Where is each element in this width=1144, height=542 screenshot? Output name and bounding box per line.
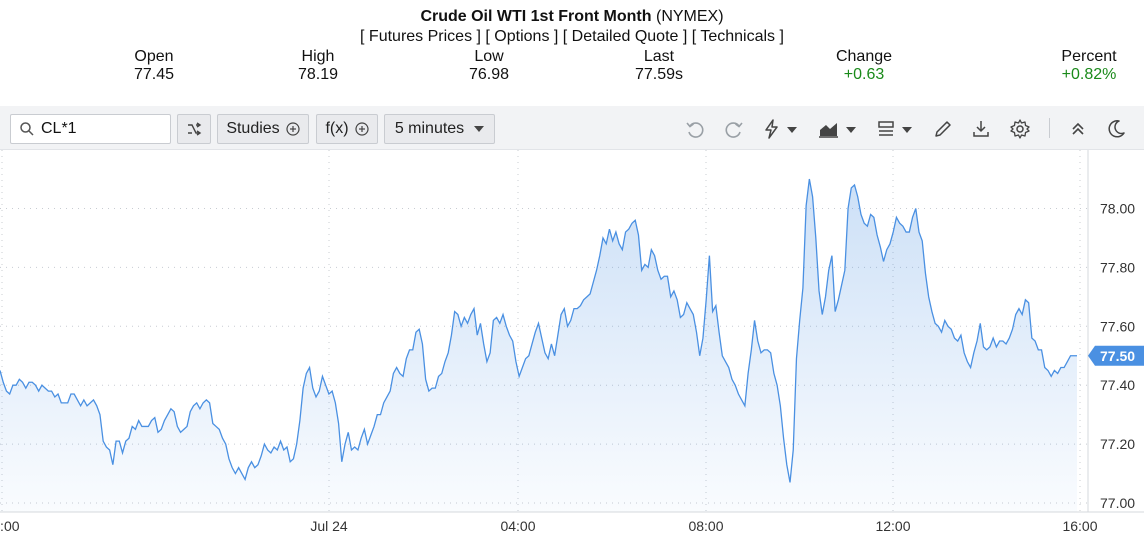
x-tick-label: 20:00: [0, 518, 20, 534]
y-tick-label: 77.20: [1100, 436, 1135, 452]
quote-stats: Open 77.45 High 78.19 Low 76.98 Last 77.…: [0, 48, 1144, 90]
instrument-name: Crude Oil WTI 1st Front Month: [420, 8, 652, 25]
current-price-label: 77.50: [1100, 348, 1135, 364]
y-tick-label: 77.80: [1100, 259, 1135, 275]
options-link[interactable]: [ Options ]: [485, 28, 559, 45]
double-chevron-up-icon: [1072, 122, 1084, 135]
stat-last: Last 77.59s: [624, 48, 694, 84]
redo-icon: [725, 122, 743, 138]
y-tick-label: 77.00: [1100, 495, 1135, 511]
compare-button[interactable]: [177, 114, 211, 144]
futures-prices-link[interactable]: [ Futures Prices ]: [360, 28, 481, 45]
pencil-icon: [935, 121, 951, 137]
plus-circle-icon: [354, 122, 369, 136]
exchange-name: (NYMEX): [655, 8, 724, 25]
x-tick-label: 16:00: [1062, 518, 1097, 534]
stat-label: Last: [643, 48, 675, 65]
technicals-link[interactable]: [ Technicals ]: [691, 28, 784, 45]
stat-change: Change +0.63: [826, 48, 902, 84]
quote-links: [ Futures Prices ] [ Options ] [ Detaile…: [0, 28, 1144, 46]
y-axis-labels: 77.00 77.20 77.40 77.60 77.80 78.00: [1100, 201, 1135, 512]
layout-icon: [878, 121, 912, 136]
events-menu[interactable]: [761, 117, 799, 141]
y-tick-label: 78.00: [1100, 201, 1135, 217]
stat-value: 77.59s: [634, 66, 684, 83]
detailed-quote-link[interactable]: [ Detailed Quote ]: [562, 28, 688, 45]
current-price-tag: 77.50: [1088, 345, 1144, 366]
toolbar-divider: [1049, 118, 1050, 138]
chart-toolbar: Studies f(x) 5 minutes: [0, 106, 1144, 150]
stat-value: 77.45: [133, 66, 175, 83]
stat-label: High: [301, 48, 335, 65]
stat-high: High 78.19: [288, 48, 348, 84]
interval-select[interactable]: 5 minutes: [384, 114, 495, 144]
undo-button[interactable]: [684, 117, 706, 141]
studies-label: Studies: [226, 120, 280, 137]
stat-percent: Percent +0.82%: [1050, 48, 1128, 84]
caret-down-icon: [474, 126, 485, 132]
moon-icon: [1108, 120, 1125, 138]
studies-button[interactable]: Studies: [217, 114, 309, 144]
stat-label: Low: [474, 48, 504, 65]
function-button[interactable]: f(x): [316, 114, 378, 144]
redo-button[interactable]: [723, 117, 745, 141]
stat-label: Open: [134, 48, 174, 65]
stat-label: Percent: [1061, 48, 1117, 65]
collapse-button[interactable]: [1067, 117, 1089, 141]
undo-icon: [686, 122, 704, 138]
stat-value: +0.82%: [1061, 66, 1117, 83]
function-label: f(x): [325, 120, 349, 137]
price-area: [0, 179, 1077, 513]
x-tick-label: 08:00: [688, 518, 723, 534]
shuffle-icon: [188, 122, 202, 136]
search-icon: [20, 122, 34, 136]
stat-value: 78.19: [297, 66, 339, 83]
price-tag-shape: [1088, 345, 1144, 366]
interval-label: 5 minutes: [394, 120, 465, 137]
settings-button[interactable]: [1009, 117, 1031, 141]
x-axis-labels: 20:00 Jul 24 04:00 08:00 12:00 16:00: [0, 518, 1098, 534]
y-tick-label: 77.60: [1100, 318, 1135, 334]
gear-icon: [1010, 119, 1030, 139]
symbol-search[interactable]: [10, 114, 171, 144]
x-tick-label: Jul 24: [310, 518, 348, 534]
stat-open: Open 77.45: [124, 48, 184, 84]
draw-button[interactable]: [932, 117, 954, 141]
stat-value: 76.98: [468, 66, 510, 83]
page-title: Crude Oil WTI 1st Front Month (NYMEX): [0, 8, 1144, 26]
area-chart-icon: [819, 123, 856, 138]
download-button[interactable]: [970, 117, 992, 141]
layout-menu[interactable]: [876, 117, 916, 141]
x-tick-label: 12:00: [875, 518, 910, 534]
y-tick-label: 77.40: [1100, 377, 1135, 393]
chart-type-menu[interactable]: [818, 117, 858, 141]
stat-low: Low 76.98: [459, 48, 519, 84]
x-tick-label: 04:00: [500, 518, 535, 534]
price-line: [0, 178, 1077, 483]
lightning-icon: [765, 119, 797, 139]
stat-value: +0.63: [843, 66, 885, 83]
price-chart-svg[interactable]: 77.00 77.20 77.40 77.60 77.80 78.00 20:00 Jul …: [0, 150, 1144, 542]
plus-circle-icon: [286, 122, 300, 136]
price-chart[interactable]: 77.00 77.20 77.40 77.60 77.80 78.00 20:00 Jul …: [0, 150, 1144, 542]
theme-toggle[interactable]: [1105, 117, 1127, 141]
symbol-input[interactable]: [41, 120, 161, 138]
stat-label: Change: [835, 48, 893, 65]
download-icon: [973, 121, 989, 137]
